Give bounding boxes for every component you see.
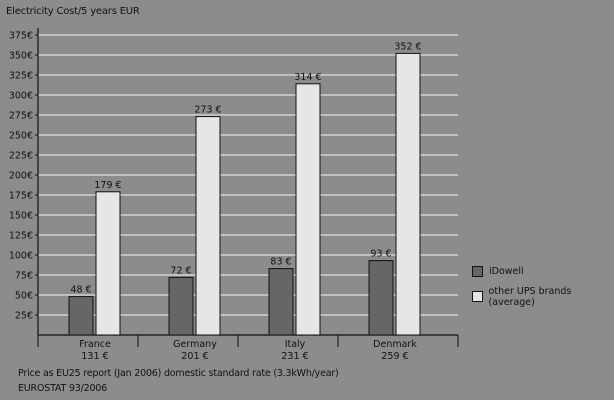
bar-idowell-italy (268, 268, 294, 336)
y-tick-label-25: 25€ (15, 311, 33, 322)
legend-item-other-ups: other UPS brands (average) (472, 286, 614, 308)
y-tick-label-150: 150€ (9, 211, 33, 222)
category-label-france: France 131 € (55, 339, 135, 363)
legend-label-idowell: iDowell (489, 266, 524, 277)
category-sublabel: 131 € (81, 351, 109, 362)
y-tick-label-75: 75€ (15, 271, 33, 282)
bar-other-italy (295, 83, 321, 336)
bar-idowell-germany (168, 276, 194, 336)
legend: iDowell other UPS brands (average) (472, 265, 614, 315)
data-label-0-denmark: 93 € (370, 249, 391, 260)
y-tick-label-275: 275€ (9, 111, 33, 122)
category-label-denmark: Denmark 259 € (355, 339, 435, 363)
y-tick-label-125: 125€ (9, 231, 33, 242)
category-name: Denmark (373, 339, 417, 350)
y-tick-label-350: 350€ (9, 51, 33, 62)
data-label-0-italy: 83 € (270, 257, 291, 268)
data-label-1-germany: 273 € (194, 105, 221, 116)
legend-item-idowell: iDowell (472, 265, 614, 278)
data-label-1-italy: 314 € (294, 72, 321, 83)
y-tick-label-200: 200€ (9, 171, 33, 182)
y-tick-label-325: 325€ (9, 71, 33, 82)
y-tick-label-100: 100€ (9, 251, 33, 262)
category-label-italy: Italy 231 € (255, 339, 335, 363)
category-name: Italy (284, 339, 306, 350)
legend-swatch-idowell (472, 266, 483, 277)
category-sublabel: 201 € (181, 351, 209, 362)
legend-swatch-other-ups (472, 291, 483, 302)
data-label-0-france: 48 € (70, 285, 91, 296)
y-axis-title: Electricity Cost/5 years EUR (6, 6, 140, 17)
y-tick-label-375: 375€ (9, 31, 33, 42)
footnote-source-rate: Price as EU25 report (Jan 2006) domestic… (18, 368, 339, 379)
data-label-1-denmark: 352 € (394, 41, 421, 52)
category-label-germany: Germany 201 € (155, 339, 235, 363)
y-tick-label-250: 250€ (9, 131, 33, 142)
bar-idowell-france (68, 296, 94, 336)
footnote-eurostat: EUROSTAT 93/2006 (18, 383, 107, 394)
category-sublabel: 231 € (281, 351, 309, 362)
y-tick-label-175: 175€ (9, 191, 33, 202)
category-name: France (79, 339, 111, 350)
y-tick-label-50: 50€ (15, 291, 33, 302)
y-tick-label-225: 225€ (9, 151, 33, 162)
category-name: Germany (173, 339, 217, 350)
data-label-1-france: 179 € (94, 180, 121, 191)
category-sublabel: 259 € (381, 351, 409, 362)
bar-other-france (95, 191, 121, 336)
bar-idowell-denmark (368, 260, 394, 336)
data-label-0-germany: 72 € (170, 265, 191, 276)
bar-other-germany (195, 116, 221, 336)
legend-label-other-ups: other UPS brands (average) (488, 285, 572, 308)
y-tick-label-300: 300€ (9, 91, 33, 102)
bar-other-denmark (395, 52, 421, 336)
